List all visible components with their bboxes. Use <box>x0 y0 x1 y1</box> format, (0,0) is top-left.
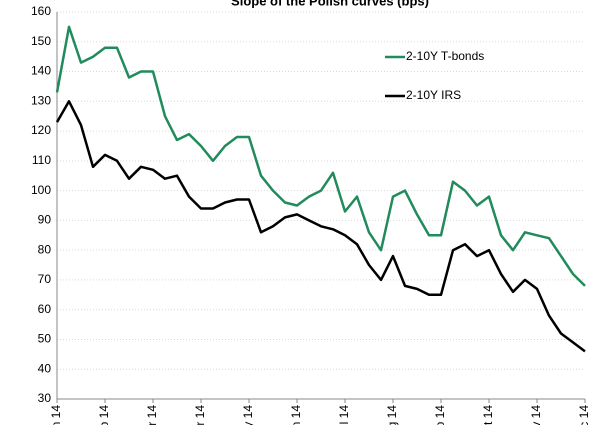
line-series <box>55 100 586 353</box>
y-tick-label: 70 <box>38 272 52 286</box>
y-tick-label: 120 <box>31 123 51 137</box>
y-tick-label: 90 <box>38 213 52 227</box>
y-tick-label: 110 <box>32 153 51 167</box>
x-tick-label: Nov 14 <box>529 405 543 425</box>
x-tick-label: Sep 14 <box>433 405 447 425</box>
y-tick-label: 50 <box>38 332 52 346</box>
x-tick-label: Apr 14 <box>193 405 207 425</box>
x-tick-label: Jun 14 <box>289 405 303 425</box>
line-series <box>55 25 586 287</box>
y-tick-label: 150 <box>31 34 51 48</box>
x-tick-label: May 14 <box>241 405 255 425</box>
legend-label: 2-10Y T-bonds <box>406 49 484 63</box>
x-tick-label: Oct 14 <box>481 405 495 425</box>
x-tick-label: Mar 14 <box>145 405 159 425</box>
x-tick-label: Dec 14 <box>577 405 590 425</box>
y-tick-label: 100 <box>31 183 51 197</box>
y-tick-label: 40 <box>38 361 52 375</box>
x-tick-label: Jul 14 <box>337 405 351 425</box>
y-tick-label: 30 <box>38 391 52 405</box>
legend-label: 2-10Y IRS <box>406 88 461 102</box>
y-tick-label: 160 <box>31 4 51 18</box>
y-tick-label: 80 <box>38 242 52 256</box>
y-tick-label: 140 <box>31 64 51 78</box>
y-tick-label: 130 <box>31 93 51 107</box>
y-tick-label: 60 <box>38 302 52 316</box>
x-tick-label: Jan 14 <box>49 405 63 425</box>
x-tick-label: Feb 14 <box>97 405 111 425</box>
chart-title: Slope of the Polish curves (bps) <box>231 0 429 8</box>
x-tick-label: Aug 14 <box>385 405 399 425</box>
